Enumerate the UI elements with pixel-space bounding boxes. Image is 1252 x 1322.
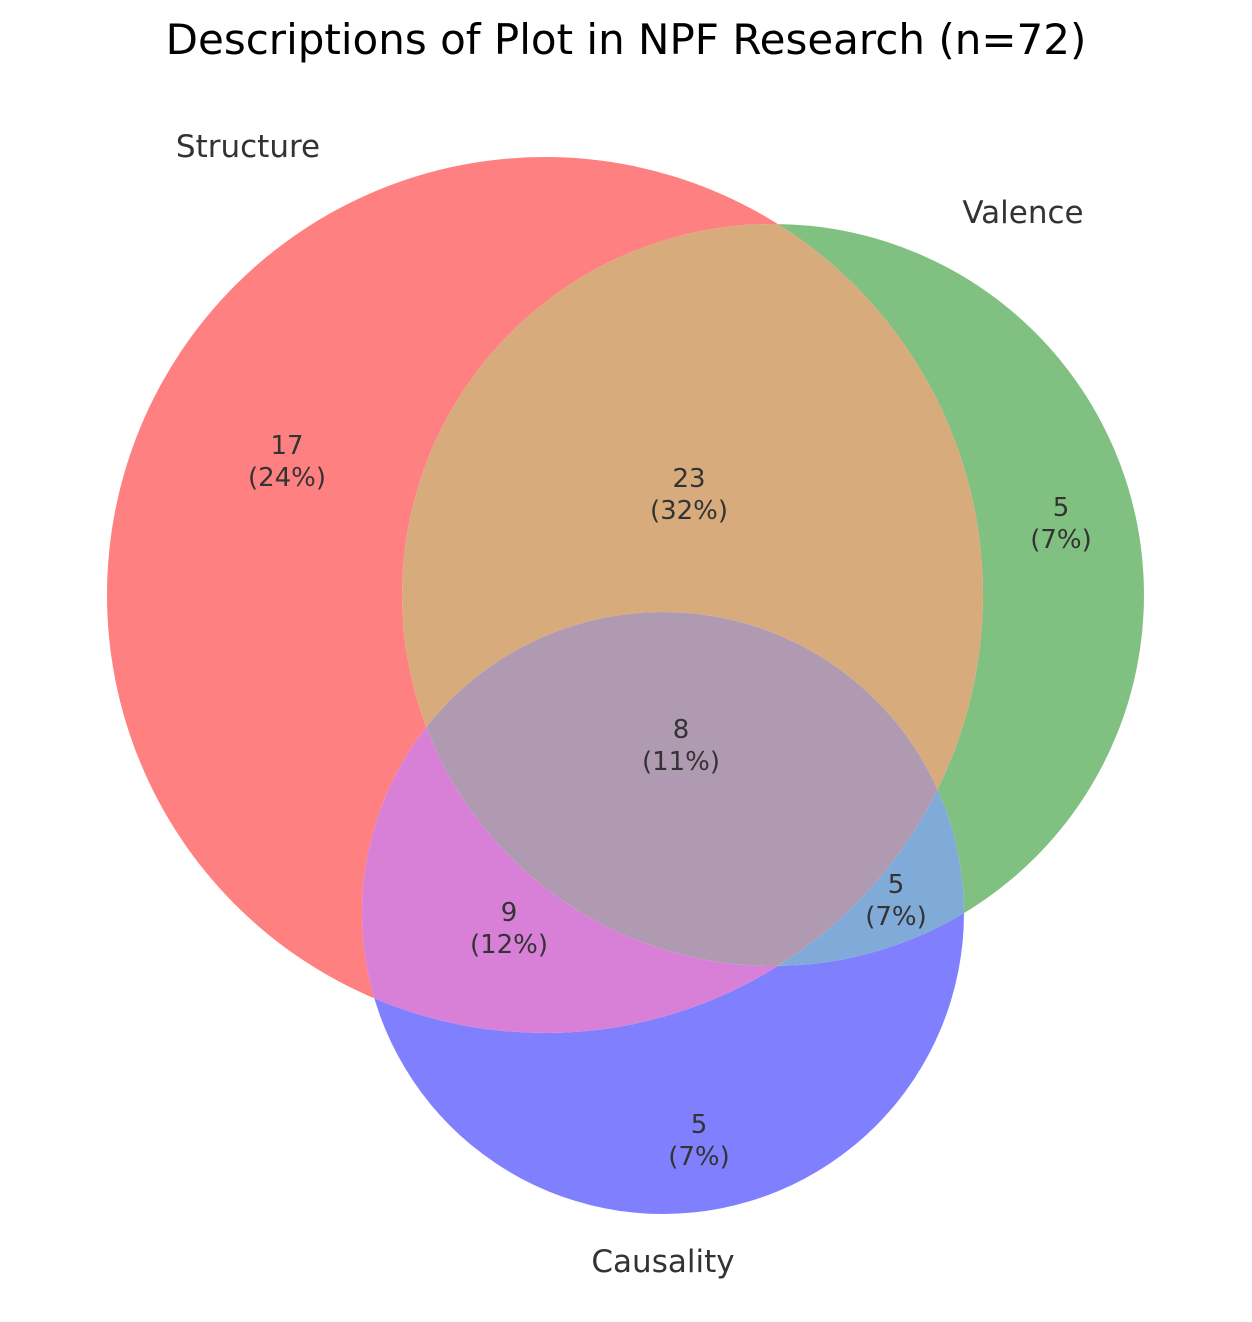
region-percent: (32%)	[650, 496, 728, 526]
diagram-title: Descriptions of Plot in NPF Research (n=…	[166, 15, 1087, 64]
region-percent: (12%)	[470, 930, 548, 960]
region-percent: (7%)	[865, 902, 927, 932]
region-percent: (11%)	[642, 747, 720, 777]
region-count: 5	[691, 1110, 708, 1140]
region-percent: (24%)	[248, 463, 326, 493]
region-count: 8	[673, 715, 690, 745]
region-label-structure-valence: 23 (32%)	[650, 464, 728, 526]
region-count: 17	[270, 431, 303, 461]
set-label-causality: Causality	[591, 1244, 734, 1280]
region-count: 9	[501, 898, 518, 928]
region-label-causality-only: 5 (7%)	[668, 1110, 730, 1172]
region-label-all-three: 8 (11%)	[642, 715, 720, 777]
set-label-valence: Valence	[962, 195, 1083, 231]
region-label-valence-causality: 5 (7%)	[865, 870, 927, 932]
region-count: 5	[888, 870, 905, 900]
set-label-structure: Structure	[176, 129, 320, 165]
region-percent: (7%)	[668, 1142, 730, 1172]
region-label-structure-only: 17 (24%)	[248, 431, 326, 493]
region-label-valence-only: 5 (7%)	[1030, 493, 1092, 555]
region-percent: (7%)	[1030, 525, 1092, 555]
region-count: 5	[1053, 493, 1070, 523]
region-label-structure-causality: 9 (12%)	[470, 898, 548, 960]
region-all-three	[402, 612, 964, 966]
venn-regions	[107, 157, 1144, 1214]
region-count: 23	[672, 464, 705, 494]
